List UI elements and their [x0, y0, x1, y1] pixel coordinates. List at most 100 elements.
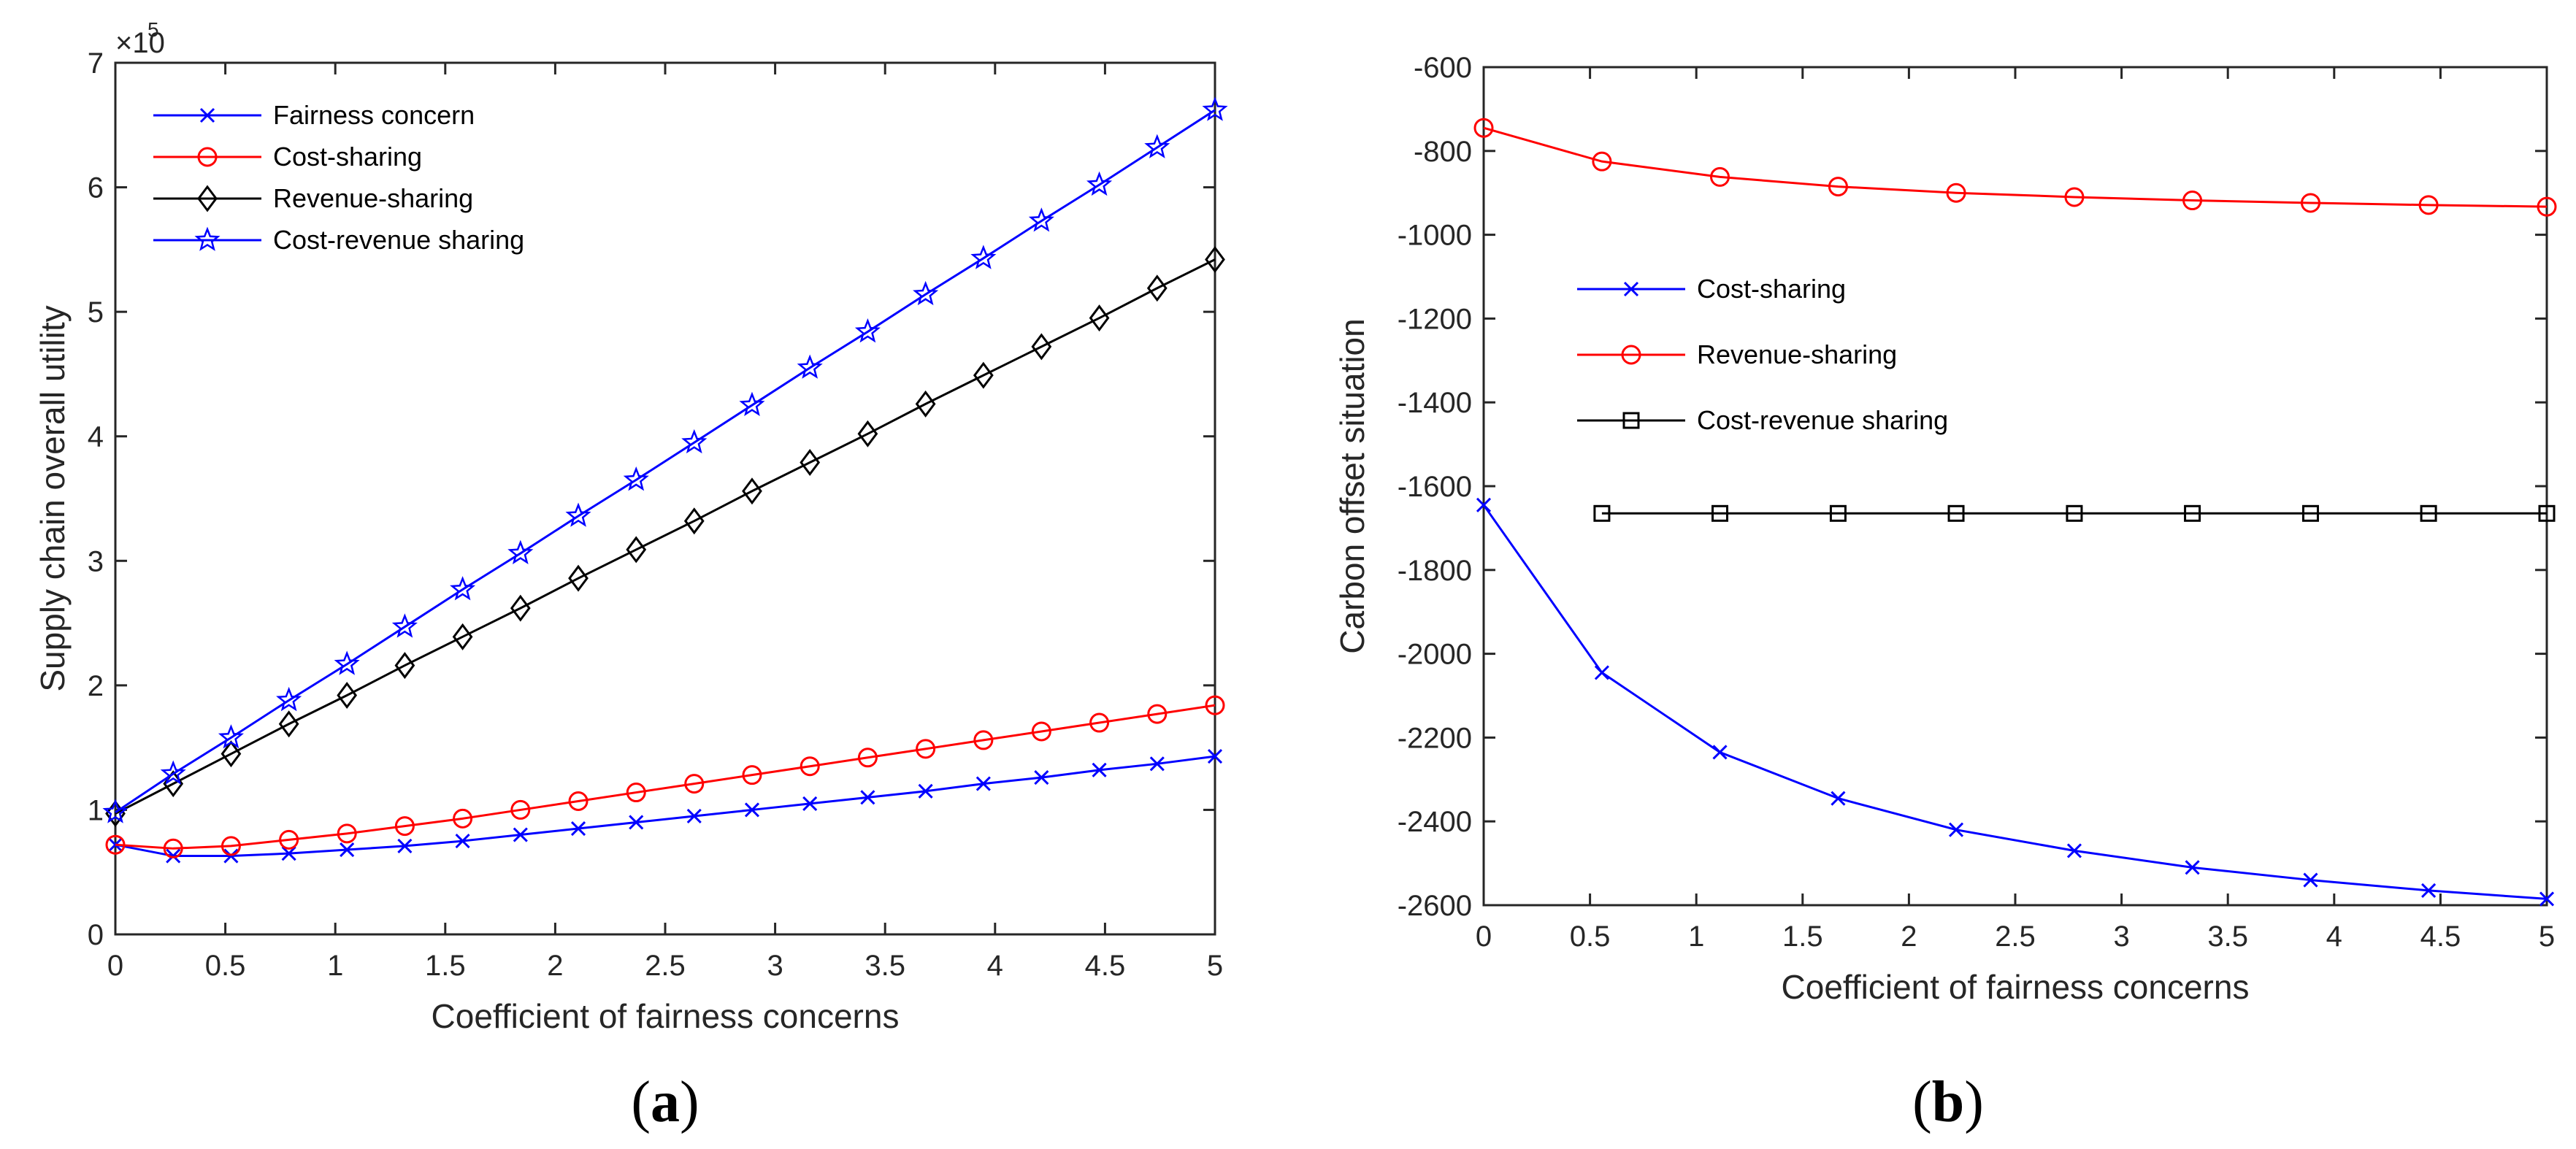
data-point-revenue-sharing	[2418, 195, 2439, 215]
data-point-cost-revenue-sharing	[1711, 504, 1729, 522]
y-tick-label: -2400	[1398, 806, 1472, 838]
x-tick-label: 5	[2539, 921, 2555, 953]
x-tick-label: 4.5	[1085, 950, 1126, 982]
y-tick-label: -1800	[1398, 555, 1472, 587]
data-point-cost-sharing	[1594, 665, 1609, 680]
x-tick-label: 2.5	[1995, 921, 2036, 953]
x-tick-label: 4	[987, 950, 1003, 982]
data-point-revenue-sharing	[1089, 304, 1110, 332]
data-point-revenue-sharing	[626, 536, 647, 564]
x-tick-label: 3	[767, 950, 783, 982]
data-point-cost-sharing	[337, 823, 357, 844]
data-point-cost-revenue-sharing	[1144, 134, 1170, 158]
data-point-cost-revenue-sharing	[739, 391, 765, 416]
data-point-revenue-sharing	[915, 390, 936, 418]
data-point-revenue-sharing	[452, 623, 473, 650]
data-point-revenue-sharing	[683, 507, 705, 535]
chart-panel-b: 0 0.5 1 1.5 2 2.5 3 3.5 4 4.5 5 -2600 -2400 -2200 -200…	[1333, 52, 2557, 1006]
data-point-fairness-concern	[455, 834, 470, 849]
data-point-revenue-sharing	[742, 477, 762, 505]
data-point-cost-sharing	[279, 829, 299, 850]
data-point-fairness-concern	[1034, 770, 1049, 785]
series-line-revenue-sharing	[1483, 126, 2548, 208]
data-point-cost-revenue-sharing	[507, 539, 534, 564]
data-point-cost-revenue-sharing	[1028, 207, 1054, 232]
data-point-cost-sharing	[453, 808, 473, 829]
data-point-revenue-sharing	[857, 420, 878, 447]
plot-area-b	[1482, 66, 2548, 907]
data-point-cost-sharing	[1031, 721, 1051, 742]
data-point-revenue-sharing	[337, 682, 358, 710]
y-tick-label: -1600	[1398, 471, 1472, 503]
data-point-cost-sharing	[742, 765, 762, 785]
x-tick-label: 0	[107, 950, 123, 982]
data-point-revenue-sharing	[394, 652, 415, 680]
x-tick-label: 0.5	[205, 950, 246, 982]
y-tick-label: 5	[88, 296, 104, 328]
chart-panel-a: 0 0.5 1 1.5 2 2.5 3 3.5 4 4.5 5 0 1 2 3 4 5 6 7 ×10 5 Coef…	[34, 18, 1228, 1035]
legend-b: Cost-sharing Revenue-sharing Cost-revenue …	[1577, 274, 1948, 435]
data-point-cost-revenue-sharing	[160, 760, 186, 785]
data-point-cost-revenue-sharing	[102, 799, 129, 823]
legend-marker-cost-revenue-sharing	[194, 226, 221, 251]
data-point-cost-sharing	[221, 836, 241, 856]
data-point-revenue-sharing	[221, 740, 242, 768]
x-tick-label: 1.5	[425, 950, 466, 982]
legend-marker-revenue-sharing	[197, 185, 218, 212]
data-point-fairness-concern	[802, 796, 818, 811]
y-tick-label: -1400	[1398, 387, 1472, 419]
legend-marker-revenue-sharing	[1621, 345, 1641, 365]
data-point-cost-sharing	[1147, 704, 1168, 724]
data-point-cost-sharing	[1712, 745, 1728, 760]
data-point-cost-revenue-sharing	[623, 466, 649, 491]
legend-marker-fairness-concern	[199, 107, 215, 123]
data-point-cost-sharing	[510, 799, 531, 820]
y-tick-label: -800	[1414, 136, 1472, 168]
data-point-revenue-sharing	[568, 564, 589, 592]
data-point-cost-sharing	[800, 756, 820, 777]
data-point-cost-revenue-sharing	[2420, 504, 2437, 522]
x-tick-label: 2	[547, 950, 563, 982]
data-point-cost-sharing	[568, 791, 589, 811]
data-point-cost-sharing	[394, 816, 415, 837]
x-tick-label: 3	[2113, 921, 2129, 953]
legend-label-revenue-sharing: Revenue-sharing	[273, 183, 473, 213]
series-line-cost-sharing	[1482, 504, 2548, 900]
data-point-fairness-concern	[860, 790, 875, 805]
legend-a: Fairness concern Cost-sharing Revenue-shar…	[153, 100, 524, 255]
data-point-revenue-sharing	[1146, 274, 1168, 302]
ticks-a: 0 0.5 1 1.5 2 2.5 3 3.5 4 4.5 5 0 1 2 3 4 5 6 7	[88, 47, 1223, 982]
y-multiplier-a: ×10	[115, 27, 165, 59]
y-tick-label: 0	[88, 919, 104, 951]
data-point-cost-revenue-sharing	[797, 354, 823, 379]
data-point-revenue-sharing	[1710, 166, 1730, 187]
data-point-revenue-sharing	[1205, 246, 1225, 274]
legend-label-fairness-concern: Fairness concern	[273, 100, 475, 130]
y-tick-label: 3	[88, 545, 104, 577]
x-tick-label: 3.5	[865, 950, 905, 982]
panel-label-a-letter: a	[651, 1070, 680, 1134]
data-point-cost-revenue-sharing	[913, 280, 939, 306]
y-axis-label-b: Carbon offset situation	[1333, 318, 1371, 653]
data-point-cost-sharing	[2066, 843, 2082, 858]
legend-label-cost-revenue-sharing: Cost-revenue sharing	[1697, 405, 1948, 435]
legend-label-cost-sharing: Cost-sharing	[273, 142, 422, 172]
data-point-fairness-concern	[397, 838, 413, 853]
y-tick-label: -600	[1414, 52, 1472, 84]
data-point-cost-revenue-sharing	[681, 429, 708, 454]
data-point-cost-sharing	[916, 739, 936, 759]
data-point-cost-revenue-sharing	[1593, 504, 1611, 522]
legend-marker-cost-revenue-sharing	[1622, 412, 1640, 429]
data-point-cost-revenue-sharing	[218, 724, 244, 749]
data-point-revenue-sharing	[800, 449, 821, 477]
y-tick-label: -1200	[1398, 303, 1472, 335]
data-point-fairness-concern	[1092, 762, 1107, 777]
data-point-cost-sharing	[1089, 712, 1110, 733]
x-tick-label: 1.5	[1782, 921, 1823, 953]
data-point-fairness-concern	[744, 802, 760, 818]
x-tick-label: 0	[1476, 921, 1492, 953]
data-point-fairness-concern	[513, 827, 528, 842]
series-b	[1473, 118, 2557, 907]
legend-label-cost-sharing: Cost-sharing	[1697, 274, 1846, 304]
data-point-cost-sharing	[163, 838, 183, 858]
